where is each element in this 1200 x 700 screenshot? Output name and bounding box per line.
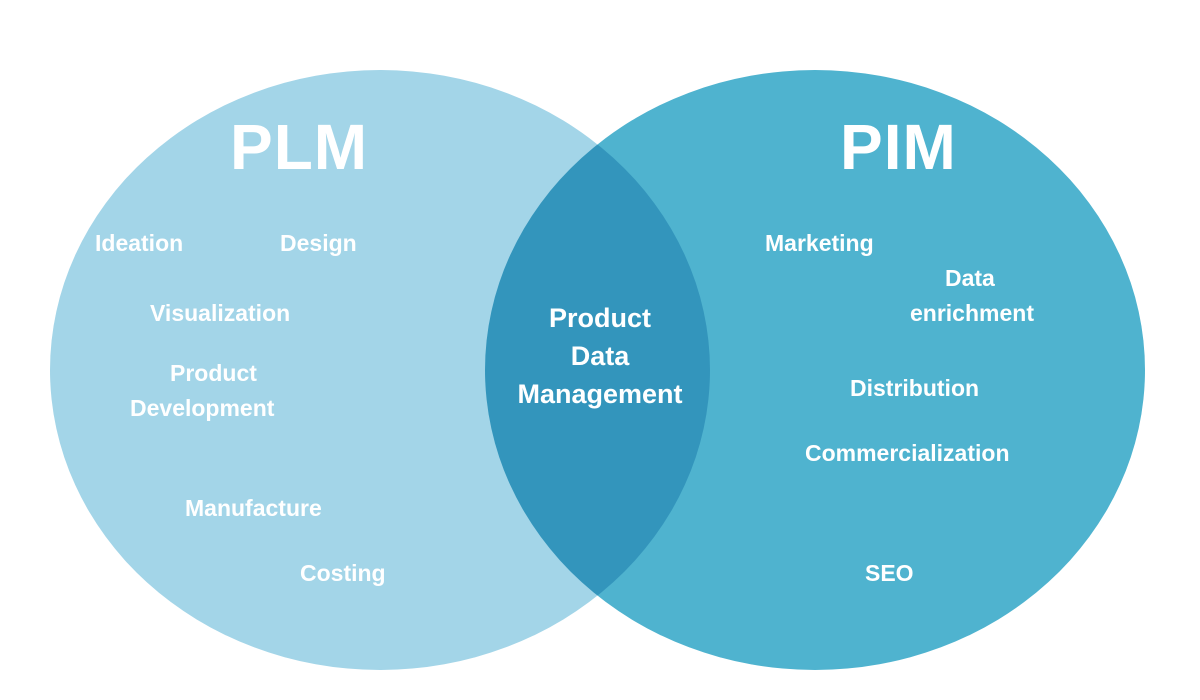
overlap-line: Data xyxy=(510,338,690,376)
left-title: PLM xyxy=(230,110,368,184)
right-title: PIM xyxy=(840,110,957,184)
left-label: Manufacture xyxy=(185,495,322,522)
left-label: Design xyxy=(280,230,357,257)
left-label: Development xyxy=(130,395,274,422)
right-label: Data xyxy=(945,265,995,292)
left-label: Costing xyxy=(300,560,386,587)
right-label: enrichment xyxy=(910,300,1034,327)
venn-diagram: PLM PIM Ideation Design Visualization Pr… xyxy=(0,0,1200,700)
overlap-line: Product xyxy=(510,300,690,338)
left-label: Visualization xyxy=(150,300,290,327)
overlap-line: Management xyxy=(510,376,690,414)
right-label: Marketing xyxy=(765,230,874,257)
right-label: Distribution xyxy=(850,375,979,402)
right-label: Commercialization xyxy=(805,440,1010,467)
right-label: SEO xyxy=(865,560,914,587)
overlap-label: Product Data Management xyxy=(510,300,690,413)
left-label: Ideation xyxy=(95,230,183,257)
left-label: Product xyxy=(170,360,257,387)
